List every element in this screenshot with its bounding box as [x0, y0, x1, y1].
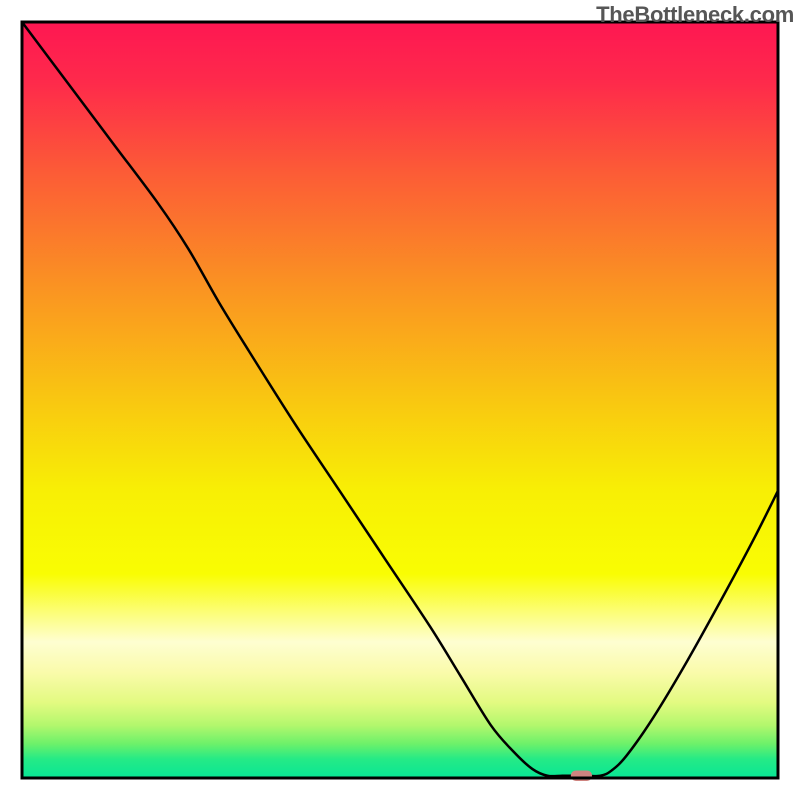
plot-background	[22, 22, 778, 778]
watermark-text: TheBottleneck.com	[596, 2, 794, 28]
bottleneck-chart	[0, 0, 800, 800]
chart-container: TheBottleneck.com	[0, 0, 800, 800]
